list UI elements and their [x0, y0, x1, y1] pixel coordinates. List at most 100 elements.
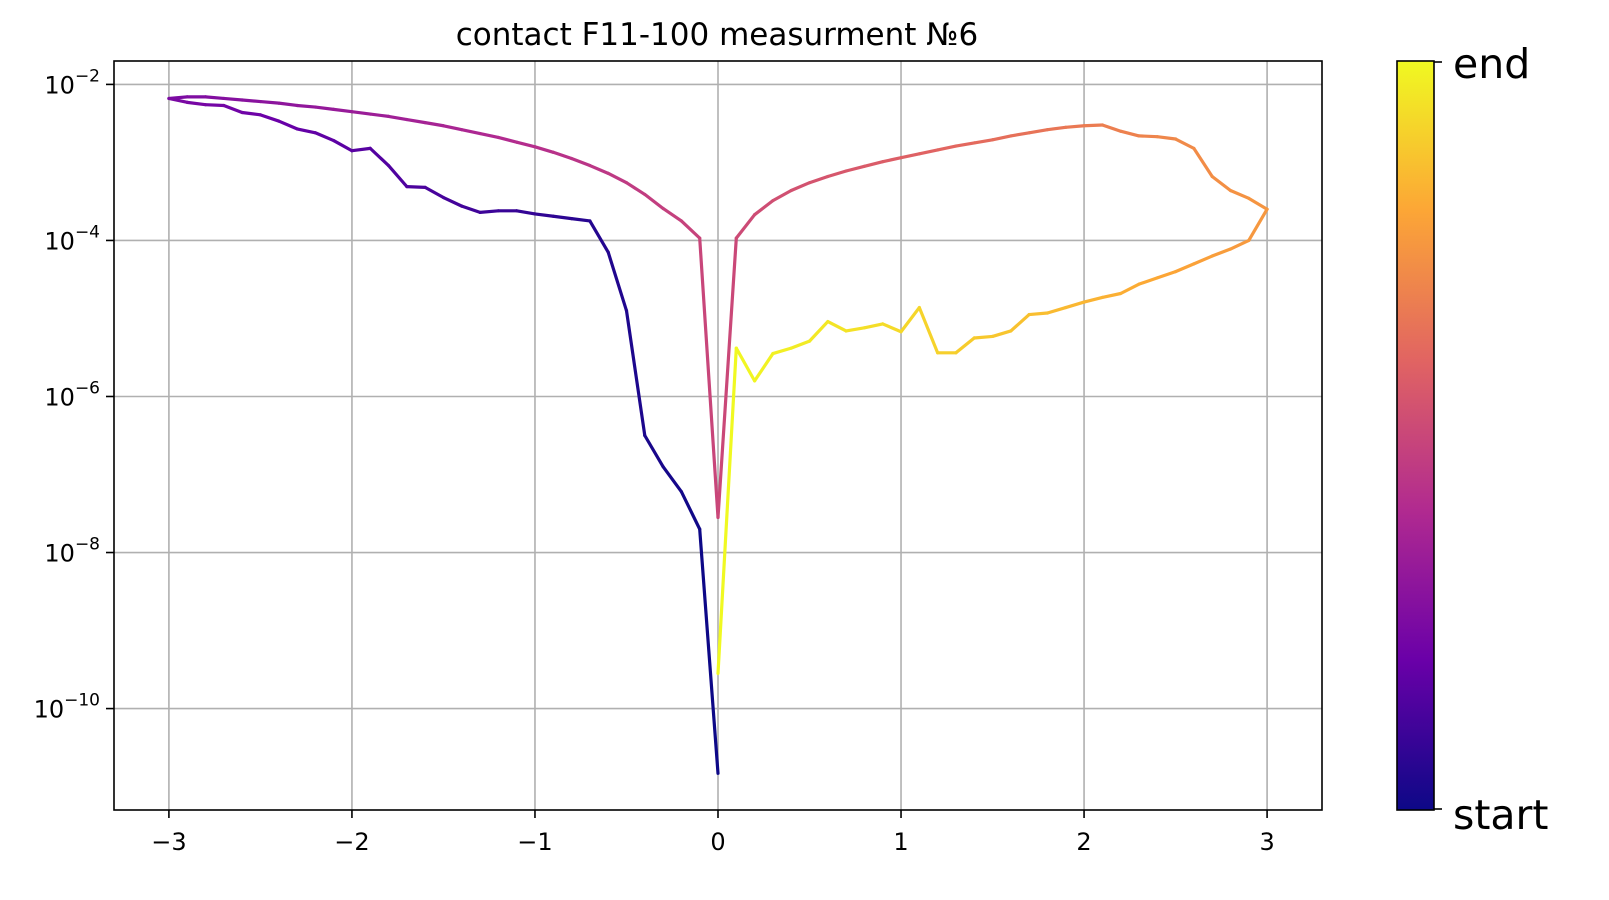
line-segment: [1247, 196, 1269, 211]
line-segment: [569, 217, 592, 223]
line-segment: [881, 156, 903, 164]
line-segment: [423, 121, 446, 128]
line-segment: [496, 135, 519, 144]
line-segment: [771, 346, 793, 356]
colorbar-gradient: [1396, 60, 1435, 811]
line-segment: [313, 105, 336, 111]
line-segment: [1009, 312, 1031, 333]
x-tick-label: 2: [1076, 828, 1091, 856]
line-segment: [1100, 123, 1123, 133]
line-segment: [606, 250, 629, 313]
line-segment: [551, 150, 574, 161]
line-segment: [386, 114, 409, 122]
line-segment: [441, 195, 464, 208]
line-segment: [661, 206, 683, 223]
line-segment: [533, 212, 555, 218]
line-segment: [240, 110, 263, 117]
line-segment: [679, 490, 702, 531]
line-segment: [1173, 262, 1196, 274]
line-segment: [771, 188, 793, 203]
x-tick-label: 3: [1259, 828, 1274, 856]
y-tick-label: 10−8: [44, 535, 100, 568]
x-tick-label: −2: [334, 828, 369, 856]
line-segment: [332, 107, 354, 114]
line-segment: [936, 144, 958, 152]
line-segment: [789, 339, 812, 350]
line-segment: [972, 138, 995, 145]
line-segment: [460, 204, 482, 214]
y-tick-label: 10−6: [44, 378, 100, 411]
line-segment: [350, 110, 372, 116]
line-segment: [332, 138, 354, 153]
line-segment: [1064, 124, 1086, 129]
line-segment: [1210, 174, 1233, 193]
line-segment: [368, 146, 391, 168]
line-segment: [441, 124, 464, 132]
line-segment: [551, 214, 574, 221]
line-segment: [844, 164, 867, 173]
line-segment: [313, 131, 336, 143]
line-segment: [368, 112, 391, 118]
x-tick-label: −3: [151, 828, 186, 856]
line-segment: [277, 101, 299, 108]
line-segment: [1045, 125, 1068, 132]
grid: [114, 61, 1322, 810]
line-segment: [1173, 137, 1196, 150]
line-segment: [185, 100, 208, 107]
x-tick-label: −1: [517, 828, 552, 856]
line-segment: [899, 152, 921, 160]
line-segment: [844, 326, 867, 333]
line-segment: [990, 329, 1013, 339]
line-segment: [1210, 247, 1233, 258]
line-segment: [1155, 270, 1178, 280]
line-segment: [753, 199, 775, 217]
line-segment: [203, 103, 226, 108]
x-tick-label: 1: [893, 828, 908, 856]
line-segment: [807, 174, 830, 185]
line-segment: [1247, 207, 1269, 243]
line-segment: [515, 209, 537, 216]
y-tick-label: 10−4: [44, 222, 100, 255]
line-segment: [1082, 123, 1104, 128]
line-segment: [753, 351, 775, 383]
line-segment: [1119, 129, 1141, 138]
line-segment: [1027, 311, 1050, 317]
line-segment: [624, 309, 647, 438]
line-segment: [295, 127, 317, 135]
line-segment: [423, 185, 446, 200]
line-segment: [789, 181, 812, 193]
y-tick-label: 10−2: [44, 66, 100, 99]
line-segment: [826, 319, 848, 333]
line-segment: [1027, 128, 1050, 135]
x-axis: −3 −2 −1 0 1 2 3: [151, 810, 1275, 856]
line-segment: [167, 95, 189, 101]
line-segment: [1100, 291, 1123, 300]
line-segment: [716, 346, 738, 676]
line-segment: [826, 169, 848, 179]
line-segment: [954, 141, 976, 148]
line-segment: [386, 163, 409, 189]
line-segment: [1009, 131, 1031, 138]
line-segment: [295, 103, 317, 109]
line-segment: [990, 134, 1013, 142]
line-segment: [515, 140, 537, 149]
line-segment: [277, 119, 299, 131]
line-segment: [258, 99, 281, 105]
line-segment: [203, 95, 226, 101]
line-segment: [1155, 135, 1178, 141]
line-segment: [917, 148, 940, 156]
line-segment: [624, 181, 647, 197]
chart-title: contact F11-100 measurment №6: [456, 17, 979, 53]
line-segment: [1082, 295, 1104, 304]
line-segment: [258, 113, 281, 123]
line-segment: [588, 219, 610, 254]
line-segment: [606, 171, 629, 185]
line-segment: [698, 527, 720, 775]
y-axis: 10−2 10−4 10−6 10−8 10−10: [34, 66, 114, 724]
line-segment: [954, 336, 976, 355]
line-segment: [405, 117, 427, 125]
line-segment: [222, 96, 244, 102]
line-segment: [734, 346, 757, 383]
line-segment: [1137, 276, 1159, 286]
